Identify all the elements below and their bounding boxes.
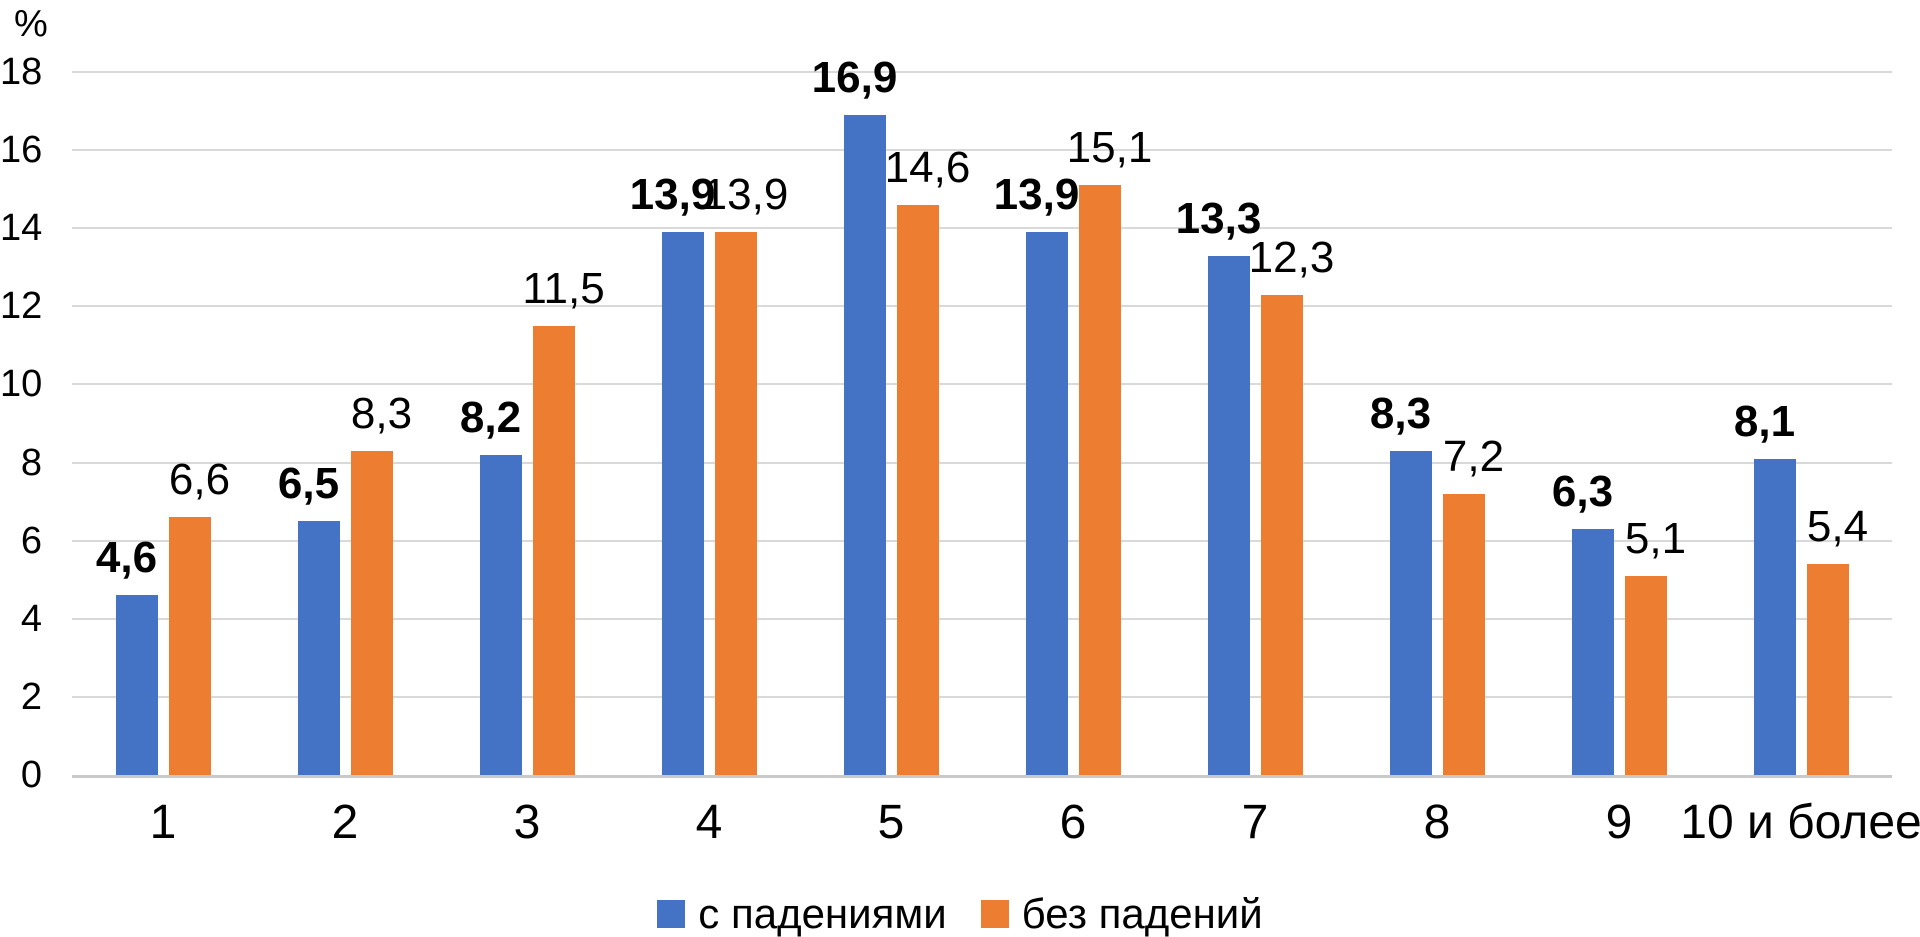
bar-without-falls-6 <box>1079 185 1121 775</box>
bar-with-falls-5 <box>844 115 886 775</box>
bar-with-falls-4 <box>662 232 704 775</box>
gridline <box>72 383 1892 385</box>
bar-with-falls-2 <box>298 521 340 775</box>
gridline <box>72 227 1892 229</box>
bar-with-falls-8 <box>1390 451 1432 775</box>
bar-label-with-falls-10: 8,1 <box>1655 397 1875 447</box>
bar-with-falls-9 <box>1572 529 1614 775</box>
bar-without-falls-9 <box>1625 576 1667 775</box>
bar-label-with-falls-9: 6,3 <box>1473 467 1693 517</box>
y-tick-label: 16 <box>0 128 42 172</box>
y-tick-label: 0 <box>0 753 42 797</box>
legend: с падениями без падений <box>0 891 1920 937</box>
y-tick-label: 8 <box>0 441 42 485</box>
bar-without-falls-10 <box>1807 564 1849 775</box>
bar-with-falls-1 <box>116 595 158 775</box>
x-axis-line <box>72 775 1892 778</box>
bar-label-without-falls-10: 5,4 <box>1728 502 1920 552</box>
y-axis-unit-label: % <box>14 2 48 46</box>
gridline <box>72 305 1892 307</box>
y-tick-label: 4 <box>0 597 42 641</box>
bar-label-without-falls-7: 12,3 <box>1182 233 1402 283</box>
legend-item-with-falls: с падениями <box>657 891 946 937</box>
y-tick-label: 2 <box>0 675 42 719</box>
bar-with-falls-3 <box>480 455 522 775</box>
legend-swatch-without-falls-icon <box>981 900 1009 928</box>
gridline <box>72 71 1892 73</box>
bar-without-falls-4 <box>715 232 757 775</box>
y-tick-label: 10 <box>0 362 42 406</box>
bar-with-falls-7 <box>1208 256 1250 775</box>
bar-label-without-falls-3: 11,5 <box>454 264 674 314</box>
x-tick-label: 10 и более <box>1661 798 1920 848</box>
gridline <box>72 618 1892 620</box>
bar-without-falls-3 <box>533 326 575 775</box>
y-tick-label: 18 <box>0 50 42 94</box>
bar-without-falls-1 <box>169 517 211 775</box>
bar-without-falls-7 <box>1261 295 1303 775</box>
bar-without-falls-8 <box>1443 494 1485 775</box>
legend-item-without-falls: без падений <box>981 891 1263 937</box>
bar-with-falls-6 <box>1026 232 1068 775</box>
y-tick-label: 12 <box>0 284 42 328</box>
bar-label-with-falls-5: 16,9 <box>745 53 965 103</box>
legend-label-without-falls: без падений <box>1022 891 1263 937</box>
bar-without-falls-2 <box>351 451 393 775</box>
y-tick-label: 14 <box>0 206 42 250</box>
legend-label-with-falls: с падениями <box>698 891 946 937</box>
bar-without-falls-5 <box>897 205 939 775</box>
bar-label-without-falls-6: 15,1 <box>1000 123 1220 173</box>
gridline <box>72 696 1892 698</box>
legend-swatch-with-falls-icon <box>657 900 685 928</box>
